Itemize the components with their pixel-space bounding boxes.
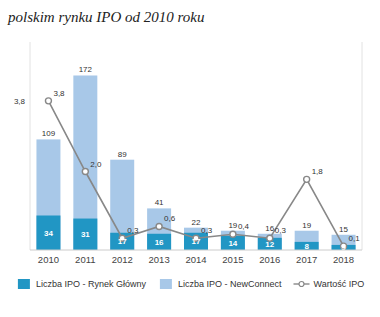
data-label: 16 [265, 224, 274, 233]
legend-swatch-marker [299, 282, 304, 287]
line-marker [45, 98, 51, 104]
bar [258, 238, 282, 250]
x-tick-label: 2014 [185, 254, 206, 265]
plot-marks [36, 75, 355, 250]
legend-label: Wartość IPO [314, 279, 365, 289]
bar [73, 219, 97, 250]
data-label: 19 [228, 221, 237, 230]
bar [110, 160, 134, 250]
line [48, 101, 343, 246]
data-label: 5 [341, 243, 346, 252]
data-label: 0,3 [275, 226, 287, 235]
legend: Liczba IPO - Rynek Główny Liczba IPO - Ne… [18, 279, 364, 289]
x-tick-label: 2013 [149, 254, 170, 265]
x-axis-line [30, 250, 362, 251]
y2-axis-line [362, 42, 363, 250]
x-tick-label: 2017 [296, 254, 317, 265]
data-label: 34 [44, 229, 53, 238]
data-label: 16 [155, 238, 164, 247]
x-tick-label: 2010 [38, 254, 59, 265]
bar [295, 242, 319, 250]
x-tick-label: 2015 [222, 254, 243, 265]
data-label: 172 [79, 65, 93, 74]
bar [221, 231, 245, 250]
bar [147, 234, 171, 250]
data-label: 15 [339, 225, 348, 234]
chart: polskim rynku IPO od 2010 roku 109 172 89 41… [0, 0, 380, 317]
data-label: 1,8 [312, 167, 324, 176]
data-label: 0,4 [238, 222, 250, 231]
data-label: 109 [42, 129, 56, 138]
legend-label: Liczba IPO - NewConnect [178, 279, 282, 289]
data-label: 31 [81, 230, 90, 239]
data-label: 0,1 [349, 234, 361, 243]
legend-swatch [160, 279, 172, 289]
data-label: 0,3 [127, 226, 139, 235]
x-tick-label: 2011 [75, 254, 95, 265]
legend-item: Wartość IPO [294, 279, 365, 289]
data-label: 3,8 [53, 89, 65, 98]
x-tick-label: 2016 [259, 254, 280, 265]
legend-label: Liczba IPO - Rynek Główny [36, 279, 147, 289]
data-label: 19 [302, 221, 311, 230]
legend-swatch [18, 279, 30, 289]
line-marker [230, 231, 236, 237]
x-tick-label: 2012 [112, 254, 133, 265]
data-labels: 1091728941221916191534311716171412853,82… [42, 65, 360, 252]
data-label: 17 [192, 237, 201, 246]
legend-item: Liczba IPO - Rynek Główny [18, 279, 147, 289]
data-label: 14 [228, 239, 237, 248]
bar [221, 236, 245, 250]
data-label: 89 [118, 150, 127, 159]
bar [295, 231, 319, 250]
data-label: 41 [155, 198, 164, 207]
data-label: 0,3 [201, 226, 213, 235]
bar [36, 139, 60, 250]
bar [258, 234, 282, 250]
annotation: 3,8 [14, 97, 26, 106]
legend-item: Liczba IPO - NewConnect [160, 279, 282, 289]
data-label: 2,0 [90, 160, 102, 169]
title: polskim rynku IPO od 2010 roku [7, 9, 205, 25]
line-marker [82, 169, 88, 175]
bar [36, 216, 60, 250]
data-label: 22 [192, 218, 201, 227]
data-label: 17 [118, 237, 127, 246]
line-marker [156, 223, 162, 229]
x-tick-label: 2018 [333, 254, 354, 265]
data-label: 12 [265, 240, 274, 249]
y-axis-line [30, 42, 31, 250]
line-marker [304, 176, 310, 182]
data-label: 0,6 [164, 214, 176, 223]
